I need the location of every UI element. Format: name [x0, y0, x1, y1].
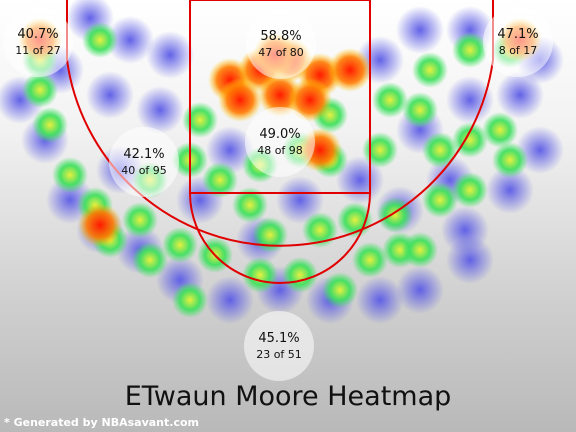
zone-top-three: 45.1% 23 of 51 [244, 311, 314, 381]
heat-blob [78, 203, 122, 247]
zone-count: 23 of 51 [256, 347, 302, 361]
page-title: ETwaun Moore Heatmap [124, 381, 452, 412]
heat-blob [446, 236, 494, 284]
heat-blob [252, 217, 288, 253]
heat-blob [356, 276, 404, 324]
heat-blob [162, 227, 198, 263]
zone-right-corner: 47.1% 8 of 17 [483, 7, 553, 77]
heat-blob [492, 142, 528, 178]
heat-blob [106, 16, 154, 64]
heat-blob [86, 71, 134, 119]
zone-paint: 58.8% 47 of 80 [246, 9, 316, 79]
heat-blob [52, 157, 88, 193]
heat-blob [302, 212, 338, 248]
heat-blob [486, 166, 534, 214]
free-throw-circle [189, 192, 371, 284]
heat-blob [206, 276, 254, 324]
heat-blob [218, 78, 262, 122]
heat-blob [516, 126, 564, 174]
three-point-arc [66, 0, 494, 247]
court-lines [66, 0, 494, 284]
heat-blob [32, 107, 68, 143]
paint-lane [189, 0, 371, 194]
heat-blob [242, 257, 278, 293]
heat-blob [328, 48, 372, 92]
heat-blob [206, 126, 254, 174]
heat-blob [276, 176, 324, 224]
heat-blob [182, 102, 218, 138]
heat-blob [446, 76, 494, 124]
heat-blob [422, 182, 458, 218]
heat-blob [452, 32, 488, 68]
heat-blob [496, 71, 544, 119]
heat-blob [482, 112, 518, 148]
heat-blob [202, 162, 238, 198]
heat-blob [136, 86, 184, 134]
heat-blob [232, 187, 268, 223]
zone-count: 11 of 27 [15, 43, 61, 57]
heat-blob [288, 78, 332, 122]
heat-blob [132, 242, 168, 278]
heat-blob [146, 31, 194, 79]
heat-blob [412, 52, 448, 88]
heat-blob [402, 92, 438, 128]
zone-pct: 40.7% [17, 26, 59, 42]
heat-blob [422, 132, 458, 168]
zone-pct: 47.1% [497, 26, 539, 42]
heat-blob [362, 132, 398, 168]
heat-blob [377, 197, 413, 233]
heat-blob [396, 266, 444, 314]
zone-count: 47 of 80 [258, 45, 304, 59]
zone-pct: 58.8% [260, 28, 302, 44]
heat-layer-low [0, 0, 564, 324]
heat-blob [22, 72, 58, 108]
heat-blob [82, 22, 118, 58]
heat-blob [452, 172, 488, 208]
credit-text: * Generated by NBAsavant.com [4, 416, 199, 429]
zone-pct: 45.1% [258, 330, 300, 346]
heat-blob [372, 82, 408, 118]
heat-blob [322, 272, 358, 308]
heat-blob [282, 257, 318, 293]
zone-count: 40 of 95 [121, 163, 167, 177]
zone-mid-left: 42.1% 40 of 95 [109, 127, 179, 197]
zone-left-corner: 40.7% 11 of 27 [3, 7, 73, 77]
heat-blob [122, 202, 158, 238]
heat-blob [172, 282, 208, 318]
heat-blob [396, 6, 444, 54]
zone-pct: 49.0% [259, 126, 301, 142]
zone-mid-center: 49.0% 48 of 98 [245, 107, 315, 177]
heat-blob [352, 242, 388, 278]
heat-blob [402, 232, 438, 268]
zone-count: 8 of 17 [498, 43, 538, 57]
heat-blob [452, 122, 488, 158]
zone-count: 48 of 98 [257, 143, 303, 157]
zone-pct: 42.1% [123, 146, 165, 162]
